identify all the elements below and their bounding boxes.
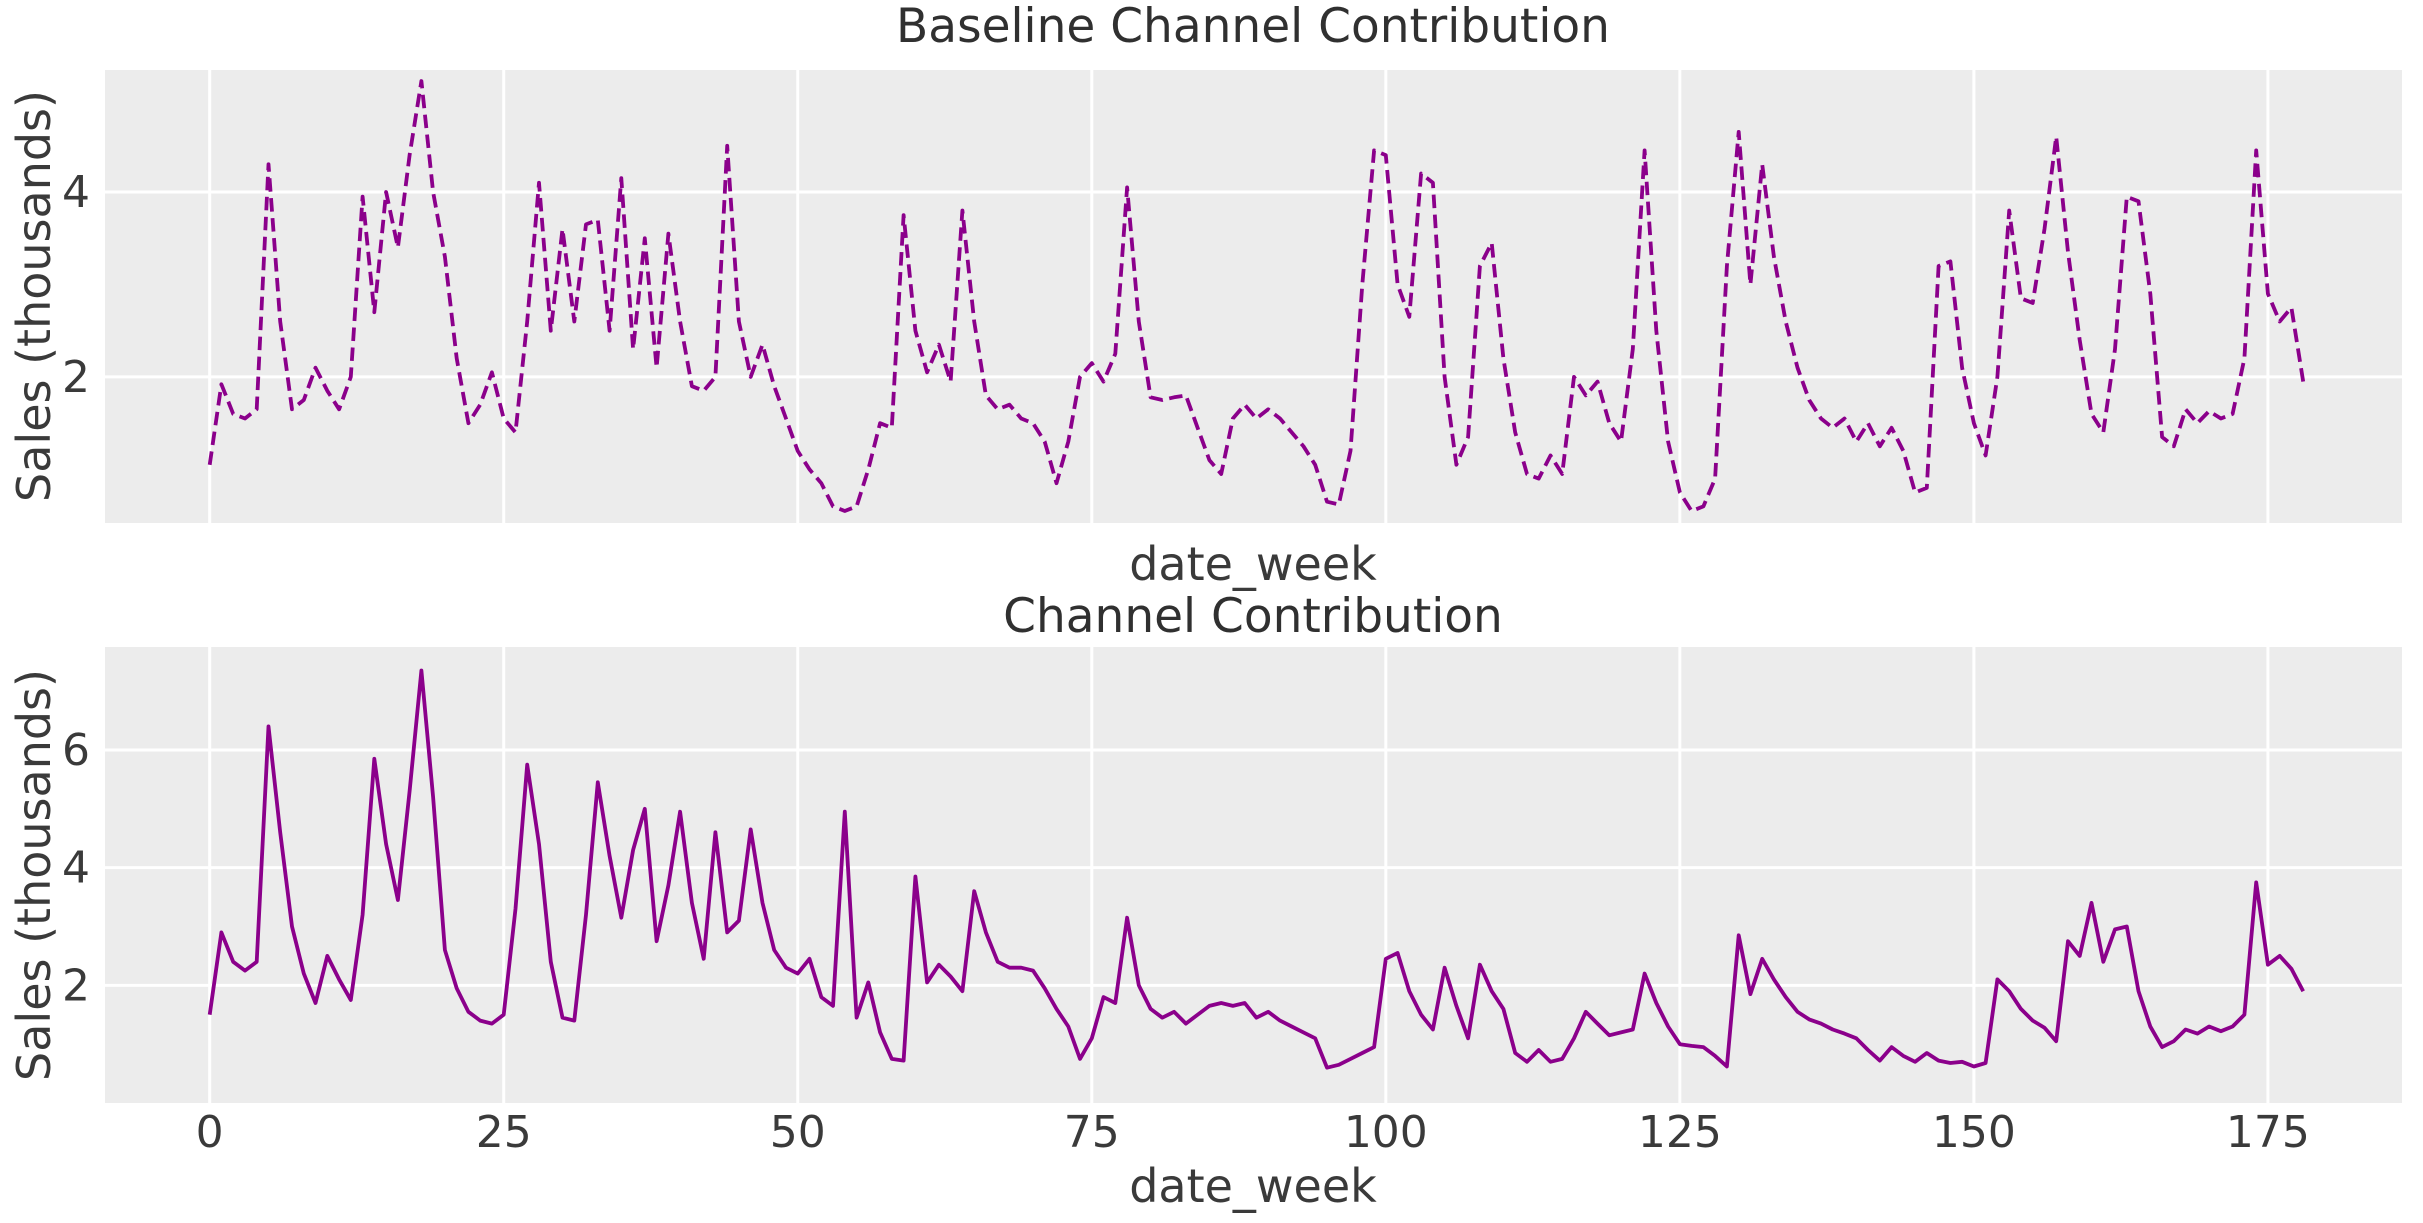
y-tick-label: 2 — [62, 352, 90, 403]
x-tick-label: 175 — [2226, 1107, 2310, 1158]
tick-labels: 24 — [62, 167, 90, 403]
x-tick-label: 125 — [1638, 1107, 1722, 1158]
baseline-contribution-chart: 24 Baseline Channel Contribution date_we… — [7, 0, 2402, 591]
x-tick-label: 75 — [1064, 1107, 1120, 1158]
channel-contribution-chart: 2 4 6 0 25 50 75 100 125 150 175 Channel Contribut… — [7, 589, 2402, 1213]
y-axis-label: Sales (thousands) — [7, 669, 61, 1081]
y-tick-label: 4 — [62, 167, 90, 218]
gridlines — [105, 647, 2402, 1103]
chart-title: Channel Contribution — [1003, 589, 1503, 644]
x-axis-label: date_week — [1129, 1159, 1377, 1213]
x-tick-label: 0 — [196, 1107, 224, 1158]
x-tick-label: 100 — [1344, 1107, 1428, 1158]
y-tick-label: 6 — [62, 725, 90, 776]
x-tick-label: 25 — [476, 1107, 532, 1158]
plot-area — [105, 647, 2402, 1103]
gridlines — [105, 70, 2402, 523]
baseline-series-line — [207, 79, 2306, 513]
y-tick-label: 2 — [62, 960, 90, 1011]
y-tick-label: 4 — [62, 843, 90, 894]
x-tick-label: 150 — [1932, 1107, 2016, 1158]
plot-area — [105, 70, 2402, 523]
y-axis-label: Sales (thousands) — [7, 90, 61, 502]
tick-labels: 2 4 6 0 25 50 75 100 125 150 175 — [62, 725, 2310, 1158]
x-tick-label: 50 — [770, 1107, 826, 1158]
channel-series-line — [207, 668, 2305, 1070]
chart-title: Baseline Channel Contribution — [896, 0, 1610, 54]
x-axis-label: date_week — [1129, 537, 1377, 591]
